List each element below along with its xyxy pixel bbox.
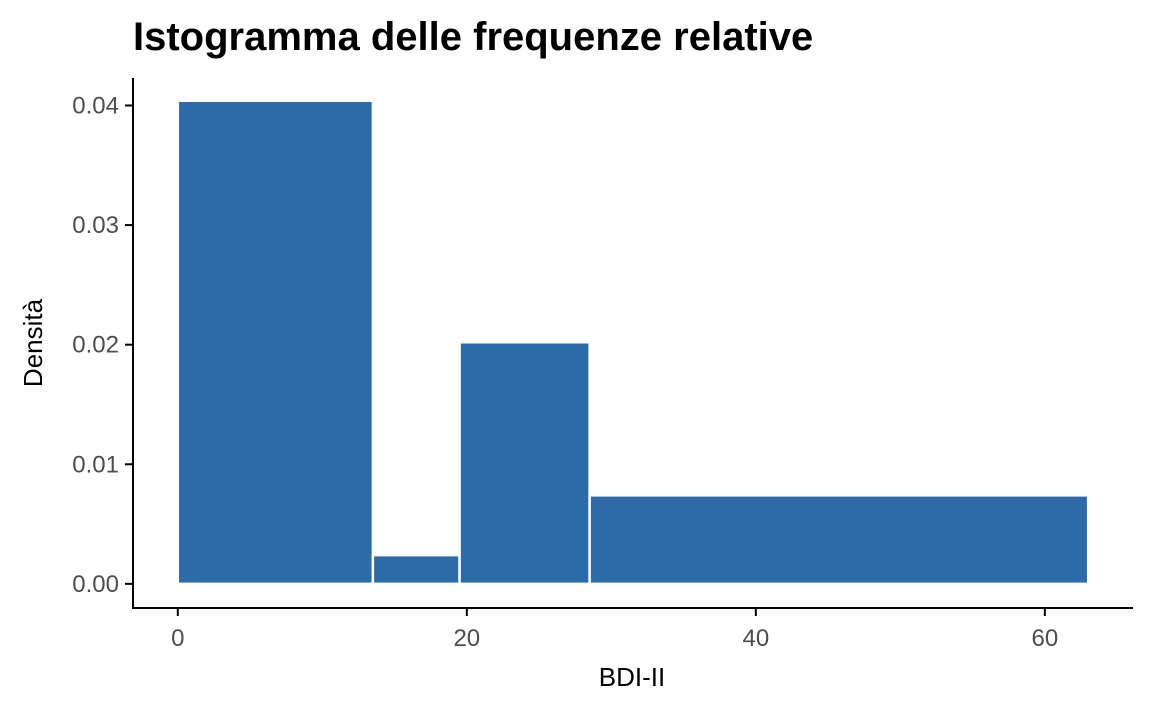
x-tick-label: 60 (1031, 625, 1058, 652)
histogram-bar-2 (458, 341, 591, 586)
y-tick-label: 0.02 (72, 332, 119, 359)
x-axis-title: BDI-II (599, 662, 665, 692)
y-tick-label: 0.01 (72, 451, 119, 478)
chart-title: Istogramma delle frequenze relative (133, 15, 813, 59)
y-axis-ticks: 0.00 0.01 0.02 0.03 0.04 (72, 93, 133, 598)
x-tick-label: 40 (742, 625, 769, 652)
x-tick-label: 0 (171, 625, 184, 652)
histogram-bar-3 (588, 494, 1090, 586)
y-tick-label: 0.03 (72, 212, 119, 239)
histogram-bar-1 (371, 553, 461, 586)
x-tick-label: 20 (453, 625, 480, 652)
y-tick-label: 0.00 (72, 571, 119, 598)
histogram-bar-0 (176, 99, 375, 586)
x-axis-ticks: 0 20 40 60 (171, 608, 1058, 652)
y-tick-label: 0.04 (72, 93, 119, 120)
y-axis-title: Densità (18, 298, 48, 387)
bars-group (176, 99, 1090, 586)
